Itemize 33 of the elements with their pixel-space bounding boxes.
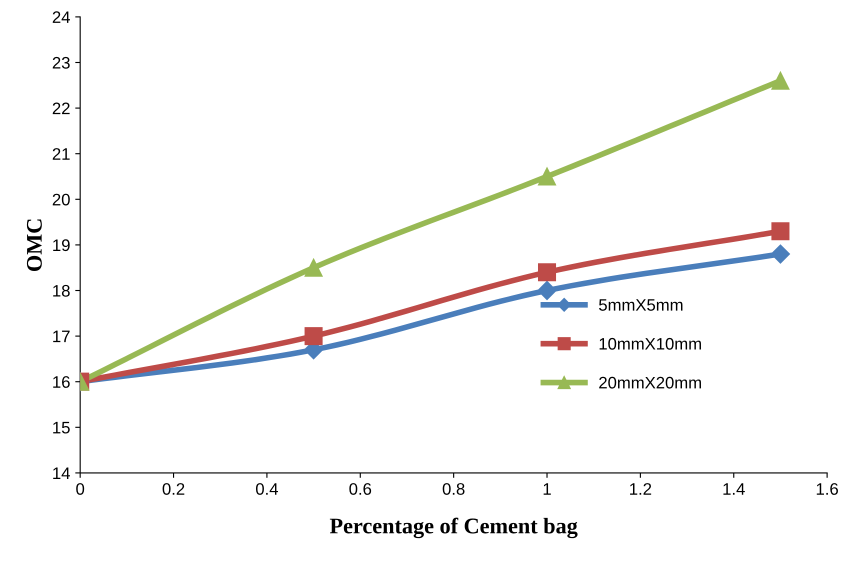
y-tick-label: 17 <box>53 330 70 342</box>
point <box>538 167 556 186</box>
x-axis-title: Percentage of Cement bag <box>330 518 578 538</box>
x-tick-label: 0.4 <box>256 483 278 495</box>
x-tick-label: 0.2 <box>162 483 184 495</box>
legend-label: 5mmX5mm <box>599 299 682 311</box>
y-tick-label: 20 <box>52 194 70 206</box>
y-tick-label: 23 <box>52 56 70 69</box>
y-tick-label: 16 <box>53 376 70 388</box>
legend-label: 20mmX20mm <box>599 376 701 389</box>
point <box>771 72 790 90</box>
y-tick-label: 22 <box>52 102 70 114</box>
y-tick-label: 18 <box>53 284 70 297</box>
y-tick-label: 19 <box>53 239 70 252</box>
y-tick-label: 21 <box>52 148 70 160</box>
x-tick-label: 0.8 <box>442 483 465 495</box>
x-tick-label: 1.6 <box>816 483 838 495</box>
point <box>771 222 790 240</box>
legend-label: 10mmX10mm <box>600 338 701 350</box>
point <box>538 263 556 282</box>
y-axis-title: OMC <box>26 219 42 271</box>
y-tick-label: 24 <box>52 11 70 23</box>
x-tick-label: 1.2 <box>630 483 652 495</box>
x-tick-label: 0.6 <box>349 483 372 495</box>
x-tick-label: 1 <box>544 483 551 495</box>
point <box>304 258 323 277</box>
y-tick-label: 14 <box>53 467 70 479</box>
x-tick-label: 1.4 <box>723 483 745 495</box>
point <box>537 280 557 300</box>
point <box>304 327 323 346</box>
y-tick-label: 15 <box>53 422 70 434</box>
point <box>770 244 790 264</box>
x-tick-label: 0 <box>76 483 84 495</box>
